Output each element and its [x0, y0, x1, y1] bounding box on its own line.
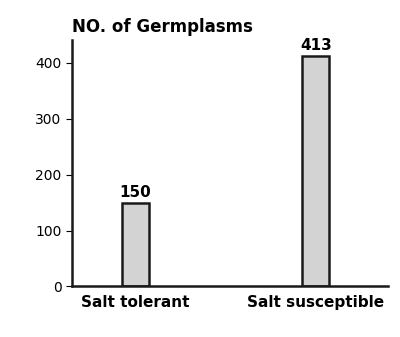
Text: NO. of Germplasms: NO. of Germplasms	[72, 18, 253, 36]
Text: 413: 413	[300, 38, 332, 53]
Text: 150: 150	[119, 185, 151, 200]
Bar	[302, 56, 329, 286]
Bar	[122, 203, 149, 286]
